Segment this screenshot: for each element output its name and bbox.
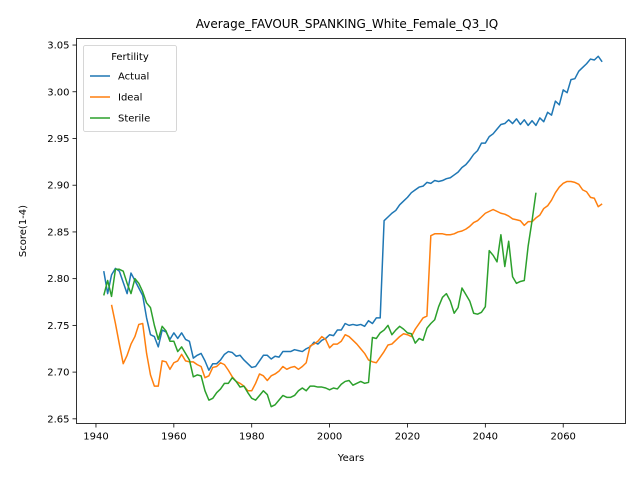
legend-label-ideal: Ideal: [118, 93, 142, 104]
y-axis: 2.65 2.70 2.75 2.80 2.85 2.90 2.95 3.00 3.05: [47, 41, 77, 425]
plot-frame: [76, 38, 626, 424]
x-tick-label: 2020: [395, 432, 420, 443]
legend-label-actual: Actual: [118, 72, 149, 83]
x-tick-label: 1960: [161, 432, 186, 443]
x-tick-label: 2000: [317, 432, 342, 443]
y-tick-label: 2.75: [47, 321, 69, 332]
y-tick-label: 3.00: [47, 87, 69, 98]
series-layer: [103, 55, 603, 408]
x-tick-label: 2060: [550, 432, 575, 443]
legend: Fertility Actual Ideal Sterile: [83, 45, 177, 132]
y-tick-label: 2.90: [47, 181, 69, 192]
y-tick-label: 2.95: [47, 134, 69, 145]
series-line-sterile: [103, 192, 537, 408]
x-tick-label: 1940: [83, 432, 108, 443]
x-tick-label: 1980: [239, 432, 264, 443]
y-tick-label: 3.05: [47, 41, 69, 52]
y-tick-label: 2.85: [47, 227, 69, 238]
series-line-actual: [103, 55, 603, 371]
legend-label-sterile: Sterile: [118, 114, 150, 125]
x-tick-label: 2040: [473, 432, 498, 443]
y-axis-title: Score(1-4): [18, 205, 29, 257]
y-tick-label: 2.65: [47, 414, 69, 425]
y-tick-label: 2.70: [47, 368, 69, 379]
x-axis-title: Years: [337, 453, 364, 464]
legend-title: Fertility: [111, 52, 149, 63]
legend-entries: Actual Ideal Sterile: [90, 72, 150, 125]
x-axis: 1940 1960 1980 2000 2020 2040 2060: [83, 423, 576, 443]
chart-title: Average_FAVOUR_SPANKING_White_Female_Q3_…: [196, 17, 498, 31]
y-tick-label: 2.80: [47, 274, 69, 285]
series-line-ideal: [110, 180, 603, 392]
legend-box: [83, 45, 177, 132]
